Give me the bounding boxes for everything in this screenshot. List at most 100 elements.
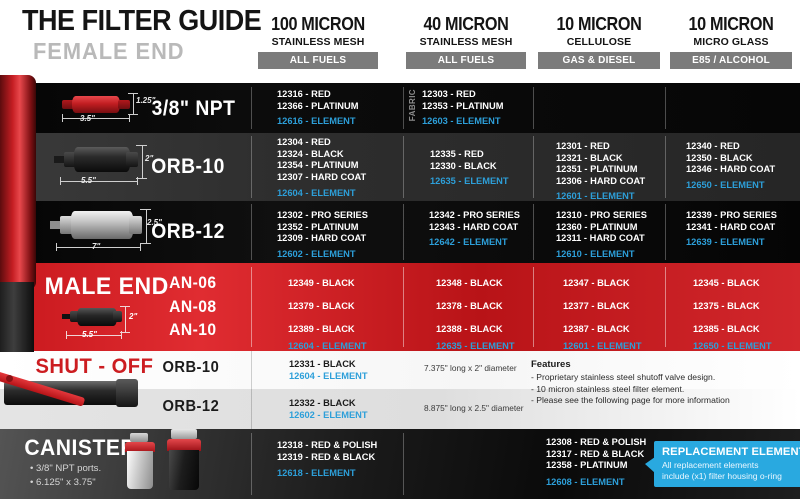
product-name-an10: AN-10 <box>169 320 217 339</box>
part-number-element: 12618 - ELEMENT <box>277 468 356 479</box>
canister-bullet: • 3/8" NPT ports. <box>30 463 102 474</box>
part-number: 12346 - HARD COAT <box>686 164 776 175</box>
column-divider <box>251 136 252 198</box>
column-divider <box>251 204 252 260</box>
part-list-npt-100: 12316 - RED 12366 - PLATINUM 12616 - ELE… <box>277 89 358 128</box>
dimension-length: 7" <box>92 242 101 251</box>
table-row-orb10: 5.5" 2" ORB-10 12304 - RED 12324 - BLACK… <box>0 133 800 210</box>
part-number-element: 12601 - ELEMENT <box>563 341 642 351</box>
column-divider <box>251 433 252 495</box>
part-number: 12302 - PRO SERIES <box>277 210 368 220</box>
part-number: 12351 - PLATINUM <box>556 164 638 175</box>
callout-line: All replacement elements <box>662 460 759 470</box>
part-number: 12335 - RED <box>430 149 484 159</box>
column-divider <box>533 267 534 347</box>
column-divider <box>533 136 534 198</box>
part-number-element: 12616 - ELEMENT <box>277 116 356 127</box>
canister-label: CANISTER <box>24 435 137 460</box>
bottle-graphic <box>0 75 36 290</box>
part-number: 12347 - BLACK <box>563 278 630 288</box>
shutoff-label: SHUT - OFF <box>35 355 154 378</box>
part-number: 12317 - RED & BLACK <box>546 448 645 459</box>
part-number: 12339 - PRO SERIES <box>686 210 777 220</box>
table-row-npt: 3.5" 1.25" 3/8" NPT FABRIC 12316 - RED 1… <box>0 83 800 133</box>
part-number: 12303 - RED <box>422 89 476 99</box>
part-number: 12343 - HARD COAT <box>429 221 519 232</box>
column-divider <box>251 267 252 347</box>
part-number: 12306 - HARD COAT <box>556 175 646 186</box>
part-number-element: 12650 - ELEMENT <box>686 179 765 190</box>
part-number: 12358 - PLATINUM <box>546 460 628 471</box>
part-number-element: 12604 - ELEMENT <box>277 188 356 199</box>
fuel-badge: GAS & DIESEL <box>538 52 660 69</box>
part-number: 12349 - BLACK <box>288 278 355 288</box>
dimension-diameter: 1.25" <box>136 96 156 105</box>
product-name-orb10: ORB-10 <box>151 155 225 178</box>
part-number: 12340 - RED <box>686 141 740 151</box>
part-list-canister-10cell: 12308 - RED & POLISH 12317 - RED & BLACK… <box>546 437 646 488</box>
product-name-an08: AN-08 <box>169 297 217 316</box>
part-number: 12319 - RED & BLACK <box>277 451 376 462</box>
dimension-length: 5.5" <box>81 176 96 185</box>
part-number-element: 12639 - ELEMENT <box>686 237 765 248</box>
media-type: CELLULOSE <box>566 36 632 48</box>
part-list-orb10-10glass: 12340 - RED 12350 - BLACK 12346 - HARD C… <box>686 141 775 191</box>
part-number: 12307 - HARD COAT <box>277 171 367 182</box>
part-number-element: 12602 - ELEMENT <box>289 410 368 420</box>
product-name-shutoff-orb12: ORB-12 <box>162 398 220 415</box>
column-divider <box>403 136 404 198</box>
part-number: 12387 - BLACK <box>563 324 630 334</box>
part-number: 12324 - BLACK <box>277 148 344 159</box>
canister-bullet: • 6.125" x 3.75" <box>30 476 96 488</box>
part-number-element: 12603 - ELEMENT <box>422 116 501 127</box>
shutoff-dimensions-orb10: 7.375" long x 2" diameter <box>424 363 517 373</box>
part-list-orb12-40: 12342 - PRO SERIES 12343 - HARD COAT 126… <box>429 210 520 249</box>
page-header: THE FILTER GUIDE FEMALE END 100 MICRON S… <box>0 0 800 83</box>
dimension-length: 5.5" <box>82 330 97 339</box>
column-divider <box>665 136 666 198</box>
part-number-element: 12635 - ELEMENT <box>430 176 509 187</box>
canister-bullets: • 3/8" NPT ports. • 6.125" x 3.75" <box>30 462 101 489</box>
column-divider <box>403 204 404 260</box>
part-number: 12331 - BLACK <box>289 359 356 369</box>
micron-rating: 10 MICRON <box>556 14 642 34</box>
part-number: 12375 - BLACK <box>693 301 760 311</box>
part-list-orb12-10cell: 12310 - PRO SERIES 12360 - PLATINUM 1231… <box>556 210 647 260</box>
part-number: 12308 - RED & POLISH <box>546 437 647 447</box>
male-end-section: MALE END 5.5" 2" AN-06 AN-08 AN-10 12349… <box>0 263 800 351</box>
micron-rating: 100 MICRON <box>271 14 365 34</box>
dimension-diameter: 2" <box>129 312 138 321</box>
part-number: 12318 - RED & POLISH <box>277 440 378 450</box>
replacement-elements-callout: REPLACEMENT ELEMENTS All replacement ele… <box>644 441 800 487</box>
part-number: 12321 - BLACK <box>556 152 623 163</box>
dimension-length: 3.5" <box>80 114 95 123</box>
media-type: MICRO GLASS <box>693 36 769 48</box>
callout-title: REPLACEMENT ELEMENTS <box>662 446 800 458</box>
part-number: 12311 - HARD COAT <box>556 233 645 244</box>
features-block: Features - Proprietary stainless steel s… <box>531 359 730 407</box>
product-name-npt: 3/8" NPT <box>151 97 236 120</box>
feature-item: - 10 micron stainless steel filter eleme… <box>531 383 685 394</box>
product-name-orb12: ORB-12 <box>151 220 225 243</box>
part-number: 12352 - PLATINUM <box>277 221 359 232</box>
column-divider <box>403 87 404 129</box>
part-number: 12301 - RED <box>556 141 610 151</box>
column-divider <box>403 433 404 495</box>
part-number: 12345 - BLACK <box>693 278 760 288</box>
part-list-orb10-40: 12335 - RED 12330 - BLACK 12635 - ELEMEN… <box>430 149 509 188</box>
product-name-an06: AN-06 <box>169 273 217 292</box>
column-divider <box>533 87 534 129</box>
part-number: 12304 - RED <box>277 137 331 147</box>
column-divider <box>533 204 534 260</box>
part-number: 12385 - BLACK <box>693 324 760 334</box>
feature-item: - Proprietary stainless steel shutoff va… <box>531 372 716 382</box>
part-number-element: 12635 - ELEMENT <box>436 341 515 351</box>
part-number: 12350 - BLACK <box>686 152 753 163</box>
part-number-element: 12601 - ELEMENT <box>556 191 635 202</box>
column-divider <box>403 267 404 347</box>
part-number: 12379 - BLACK <box>288 301 355 311</box>
fuel-badge: ALL FUELS <box>406 52 526 69</box>
column-divider <box>251 87 252 129</box>
fuel-badge: E85 / ALCOHOL <box>670 52 792 69</box>
